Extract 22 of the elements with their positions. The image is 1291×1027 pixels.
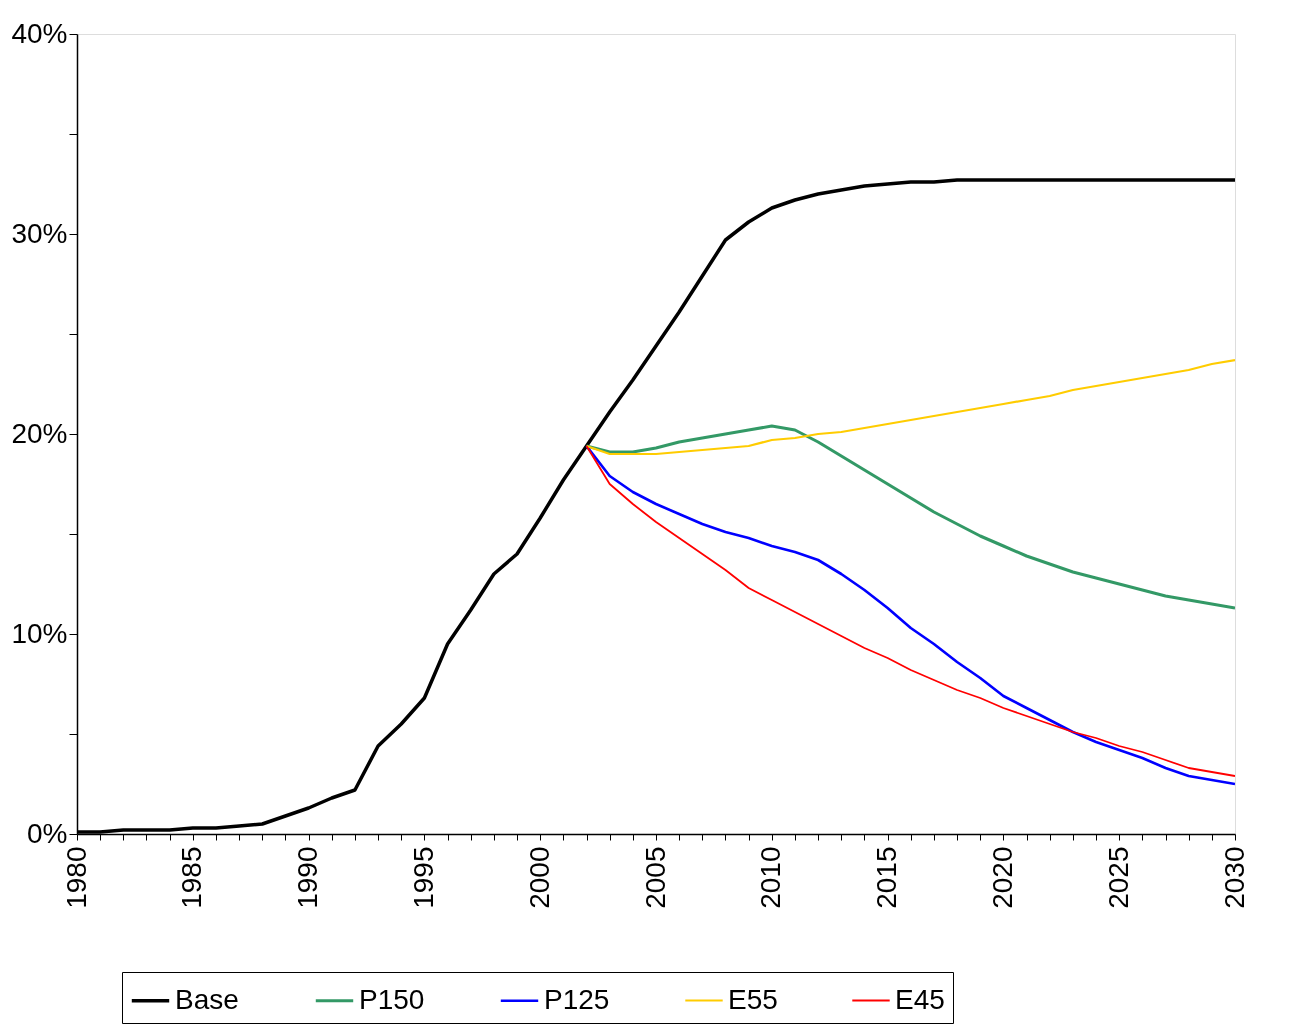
x-tick-label: 2005 [639, 846, 671, 909]
y-tick-label: 30% [11, 217, 68, 249]
x-tick-label: 2020 [986, 846, 1018, 909]
x-tick-label: 2025 [1102, 846, 1134, 909]
legend-label: P125 [544, 983, 610, 1015]
line-series [585, 358, 1235, 456]
x-tick-label: 1990 [292, 846, 324, 909]
x-tick-label: 2015 [871, 846, 903, 909]
x-tick-label: 2030 [1218, 846, 1250, 909]
x-tick-label: 1995 [407, 846, 439, 909]
legend-label: P150 [359, 983, 425, 1015]
x-tick-label: 1980 [60, 846, 92, 909]
legend-label: Base [175, 983, 239, 1015]
x-tick-label: 2000 [523, 846, 555, 909]
legend-label: E55 [728, 983, 778, 1015]
y-tick-label: 40% [11, 17, 68, 49]
y-tick-label: 0% [27, 817, 68, 849]
y-tick-label: 10% [11, 617, 68, 649]
x-tick-label: 1985 [176, 846, 208, 909]
legend-label: E45 [895, 983, 945, 1015]
x-tick-label: 2010 [755, 846, 787, 909]
y-tick-label: 20% [11, 417, 68, 449]
